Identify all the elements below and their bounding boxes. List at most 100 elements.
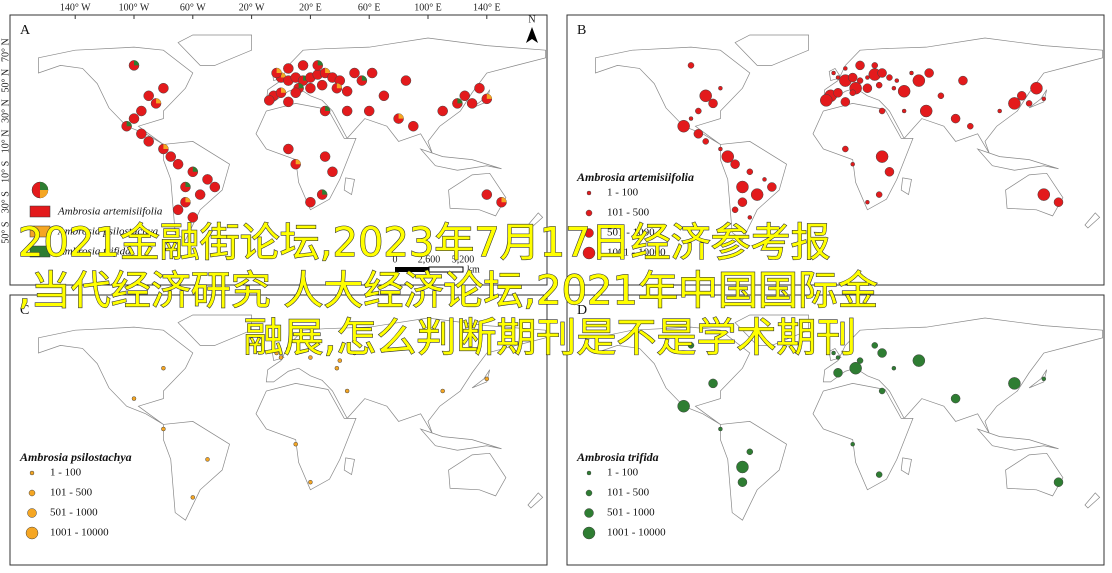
occurrence-point (286, 346, 291, 351)
occurrence-point (308, 479, 313, 485)
occurrence-point (833, 368, 843, 378)
legend-label: 101 - 500 (50, 487, 93, 499)
occurrence-point (865, 199, 870, 205)
legend-symbol (29, 470, 35, 476)
occurrence-point (161, 365, 166, 371)
legend-pie-slice (40, 190, 48, 198)
land (734, 34, 809, 66)
occurrence-point (349, 67, 360, 79)
pie-slice (276, 68, 282, 73)
basemap (38, 34, 546, 241)
land (1084, 212, 1101, 229)
longitude-label: 60° W (180, 2, 206, 13)
longitude-label: 20° E (299, 2, 322, 13)
pie-slice (336, 83, 342, 89)
occurrence-point (378, 90, 390, 102)
overlay-text: 2021金融街论坛,2023年7月17日经济参考报 (18, 220, 831, 266)
occurrence-point (319, 151, 331, 162)
land (812, 103, 914, 211)
occurrence-point (283, 96, 294, 108)
land (163, 421, 230, 521)
occurrence-point (912, 354, 926, 367)
occurrence-point (337, 358, 343, 363)
land (177, 34, 252, 66)
occurrence-point (305, 196, 316, 208)
scale-label: 2,600 (418, 254, 441, 265)
land (595, 326, 751, 425)
legend-symbol (586, 190, 592, 196)
latitude-label: 30° N (0, 99, 11, 123)
occurrence-point (850, 161, 855, 167)
scale-label: 0 (393, 254, 398, 265)
occurrence-point (856, 77, 864, 84)
pie-slice (325, 68, 331, 73)
occurrence-point (847, 72, 858, 83)
occurrence-point (831, 350, 836, 356)
occurrence-point (194, 189, 206, 200)
occurrence-point (1008, 97, 1021, 110)
legend-label: Ambrosia psilostachya (57, 226, 159, 238)
scale-bar (395, 267, 429, 272)
occurrence-point (283, 143, 294, 155)
occurrence-point (695, 107, 702, 115)
occurrence-point (459, 90, 470, 102)
occurrence-point (875, 191, 883, 198)
map-panel: B Ambrosia artemisiifolia 1 - 100 101 - 500… (566, 14, 1105, 286)
legend-symbol (584, 508, 594, 518)
pie-slice (156, 98, 162, 104)
scale-bar (428, 266, 464, 273)
occurrence-point (305, 82, 316, 94)
basemap (38, 314, 546, 521)
land (976, 148, 1059, 171)
occurrence-point (484, 376, 490, 382)
longitude-label: 20° W (239, 2, 265, 13)
north-arrow (526, 27, 538, 43)
land (822, 37, 1103, 154)
occurrence-point (718, 426, 723, 432)
land (900, 177, 912, 196)
legend-label: 1 - 100 (607, 467, 639, 479)
legend-symbol (25, 526, 39, 540)
land (38, 46, 194, 145)
occurrence-point (1025, 100, 1033, 107)
occurrence-point (290, 87, 301, 99)
latitude-label: 70° N (0, 38, 11, 62)
occurrence-point (762, 177, 767, 182)
occurrence-point (871, 62, 878, 69)
legend-label: 1001 - 10000 (50, 527, 109, 539)
panel-letter: C (20, 303, 29, 318)
occurrence-point (958, 75, 968, 86)
north-label: N (528, 14, 535, 25)
occurrence-point (283, 63, 294, 74)
occurrence-point (862, 83, 873, 93)
occurrence-point (481, 189, 493, 200)
basemap (595, 314, 1103, 521)
latitude-label: 50° S (0, 222, 11, 244)
occurrence-point (688, 116, 694, 121)
pie-slice (457, 98, 463, 104)
pie-slice (501, 197, 507, 203)
occurrence-point (750, 188, 764, 201)
occurrence-point (165, 151, 176, 162)
land (448, 452, 507, 497)
land (265, 317, 546, 434)
occurrence-point (871, 342, 878, 349)
land (900, 457, 912, 476)
occurrence-point (878, 387, 886, 395)
legend-label: Ambrosia artemisiifolia (57, 206, 163, 218)
occurrence-point (967, 122, 974, 130)
occurrence-point (1030, 81, 1043, 95)
pie-slice (398, 113, 404, 119)
occurrence-point (172, 158, 184, 170)
map-panel: A Ambrosia artemisiifolia Ambrosia psilost… (9, 14, 548, 286)
occurrence-point (1008, 377, 1021, 390)
occurrence-point (366, 67, 378, 79)
occurrence-point (901, 108, 907, 114)
occurrence-point (819, 94, 833, 107)
occurrence-point (205, 457, 210, 462)
land (177, 314, 252, 346)
map-panel: D Ambrosia trifida 1 - 100 101 - 500 501 - 1… (566, 294, 1105, 566)
occurrence-point (1041, 96, 1047, 102)
pie-slice (163, 144, 169, 149)
occurrence-point (408, 120, 419, 132)
